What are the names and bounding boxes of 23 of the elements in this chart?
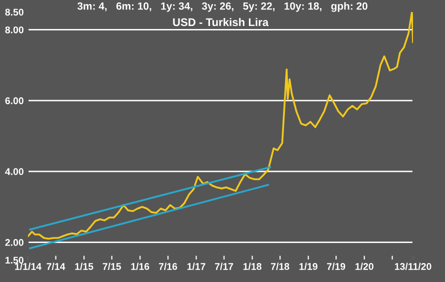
- x-tick-label: 7/15: [102, 262, 122, 270]
- x-tick-label: 7/19: [327, 262, 346, 270]
- line-series: [28, 12, 413, 240]
- y-tick-label: 8.00: [5, 26, 24, 34]
- x-tick-label: 7/17: [214, 262, 234, 270]
- y-tick-label: 8.50: [5, 8, 24, 16]
- y-tick-label: 2.00: [5, 239, 24, 246]
- y-tick-label: 4.00: [5, 168, 24, 176]
- x-tick-label: 7/18: [271, 262, 290, 270]
- x-tick-label: 1/20: [355, 262, 374, 270]
- chart-title: USD - Turkish Lira: [173, 18, 269, 26]
- x-tick-label: 7/16: [158, 262, 178, 270]
- y-tick-label: 6.00: [5, 97, 24, 104]
- x-tick-label: 1/18: [243, 262, 262, 270]
- chart-subtitle: 3m: 4, 6m: 10, 1y: 34, 3y: 26, 5y: 22, 10y: 18, gph: 20: [77, 2, 368, 12]
- y-tick-label: 1.50: [6, 256, 24, 264]
- x-tick-label: 1/1/14: [15, 262, 42, 270]
- x-tick-label: 1/16: [131, 262, 150, 270]
- x-tick-label: 13/11/20: [394, 262, 432, 270]
- x-tick-label: 1/19: [299, 262, 318, 270]
- x-tick-label: 7/14: [46, 262, 66, 270]
- x-tick-label: 1/17: [187, 262, 206, 270]
- x-tick-label: 1/15: [75, 262, 94, 270]
